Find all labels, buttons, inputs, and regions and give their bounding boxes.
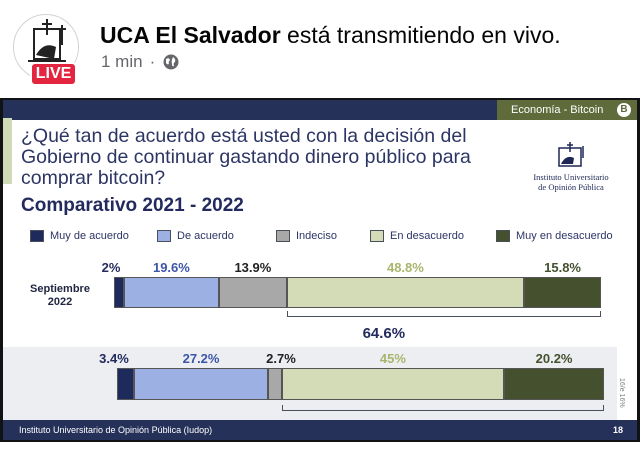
legend-item-de-acuerdo: De acuerdo — [157, 230, 234, 242]
bar-segment-muy-en-desacuerdo — [504, 368, 604, 400]
legend-label-indeciso: Indeciso — [296, 230, 337, 242]
survey-question: ¿Qué tan de acuerdo está usted con la de… — [21, 125, 471, 189]
live-badge: LIVE — [30, 62, 77, 86]
legend-item-muy-de-acuerdo: Muy de acuerdo — [30, 230, 129, 242]
bar-segment-indeciso — [268, 368, 282, 400]
uca-logo-icon — [28, 19, 66, 62]
legend-swatch-muy-en-desacuerdo — [496, 230, 510, 242]
bar-segment-de-acuerdo — [123, 277, 220, 308]
bar-segment-de-acuerdo — [133, 368, 269, 400]
bar-segment-muy-en-desacuerdo — [524, 277, 601, 308]
legend-swatch-muy-de-acuerdo — [30, 230, 44, 242]
value-label-de-acuerdo: 19.6% — [152, 260, 190, 275]
post-meta: 1 min · — [101, 52, 180, 72]
chart-legend: Muy de acuerdo De acuerdo Indeciso En desac… — [30, 230, 630, 244]
row-label-2022: Septiembre 2022 — [17, 283, 103, 309]
page-name-link[interactable]: UCA El Salvador — [100, 22, 281, 48]
value-label-en-desacuerdo: 48.8% — [386, 260, 424, 275]
bar-segment-indeciso — [219, 277, 287, 308]
bar-segment-muy-de-acuerdo — [117, 368, 134, 400]
post-title: UCA El Salvador está transmitiendo en vi… — [100, 22, 561, 49]
iudop-name: Instituto Universitario de Opinión Públi… — [523, 172, 619, 192]
legend-swatch-en-desacuerdo — [370, 230, 384, 242]
slide-top-bar — [3, 100, 637, 120]
globe-icon[interactable] — [162, 53, 180, 71]
side-note: 16/e 16% — [618, 378, 625, 408]
live-video-player[interactable]: Economía - Bitcoin B ¿Qué tan de acuerdo… — [0, 98, 640, 469]
disagreement-bracket — [281, 405, 604, 411]
topic-label: Economía - Bitcoin — [511, 104, 604, 116]
legend-item-indeciso: Indeciso — [276, 230, 337, 242]
footer-institute: Instituto Universitario de Opinión Públi… — [19, 425, 213, 435]
row-label-part: Septiembre — [30, 283, 90, 295]
value-label-indeciso: 2.7% — [266, 351, 296, 366]
page-avatar[interactable] — [13, 14, 79, 80]
bitcoin-icon: B — [617, 103, 631, 117]
survey-slide: Economía - Bitcoin B ¿Qué tan de acuerdo… — [3, 100, 637, 440]
value-label-muy-en-desacuerdo: 15.8% — [544, 260, 581, 275]
legend-swatch-de-acuerdo — [157, 230, 171, 242]
iudop-name-line1: Instituto Universitario — [533, 172, 609, 182]
value-label-en-desacuerdo: 45% — [379, 351, 406, 366]
value-label-muy-en-desacuerdo: 20.2% — [535, 351, 573, 366]
bar-segment-en-desacuerdo — [281, 368, 505, 400]
bar-segment-en-desacuerdo — [286, 277, 525, 308]
accent-bar — [3, 118, 12, 184]
legend-label-muy-en-desacuerdo: Muy en desacuerdo — [516, 230, 613, 242]
legend-label-en-desacuerdo: En desacuerdo — [390, 230, 464, 242]
comparison-subtitle: Comparativo 2021 - 2022 — [21, 195, 244, 216]
bar-segment-muy-de-acuerdo — [114, 277, 124, 308]
iudop-name-line2: de Opinión Pública — [538, 182, 604, 192]
value-label-de-acuerdo: 27.2% — [182, 351, 220, 366]
value-label-indeciso: 13.9% — [234, 260, 272, 275]
slide-footer: Instituto Universitario de Opinión Públi… — [3, 420, 637, 440]
legend-label-muy-de-acuerdo: Muy de acuerdo — [50, 230, 129, 242]
legend-swatch-indeciso — [276, 230, 290, 242]
topic-tab: Economía - Bitcoin B — [497, 100, 637, 120]
post-timestamp[interactable]: 1 min — [101, 52, 143, 71]
slide-page-number: 18 — [612, 425, 623, 435]
disagreement-bracket — [286, 311, 601, 317]
legend-item-muy-en-desacuerdo: Muy en desacuerdo — [496, 230, 613, 242]
legend-label-de-acuerdo: De acuerdo — [177, 230, 234, 242]
post-action-text: está transmitiendo en vivo. — [280, 22, 561, 48]
iudop-emblem-icon — [558, 142, 584, 167]
row-label-part: 2022 — [47, 296, 73, 308]
meta-separator: · — [149, 52, 156, 71]
value-label-muy-de-acuerdo: 2% — [101, 260, 121, 275]
value-label-muy-de-acuerdo: 3.4% — [99, 351, 129, 366]
disagreement-total-label: 64.6% — [362, 325, 406, 342]
caption-strip — [0, 442, 640, 469]
post-header: LIVE UCA El Salvador está transmitiendo … — [0, 0, 640, 98]
legend-item-en-desacuerdo: En desacuerdo — [370, 230, 464, 242]
